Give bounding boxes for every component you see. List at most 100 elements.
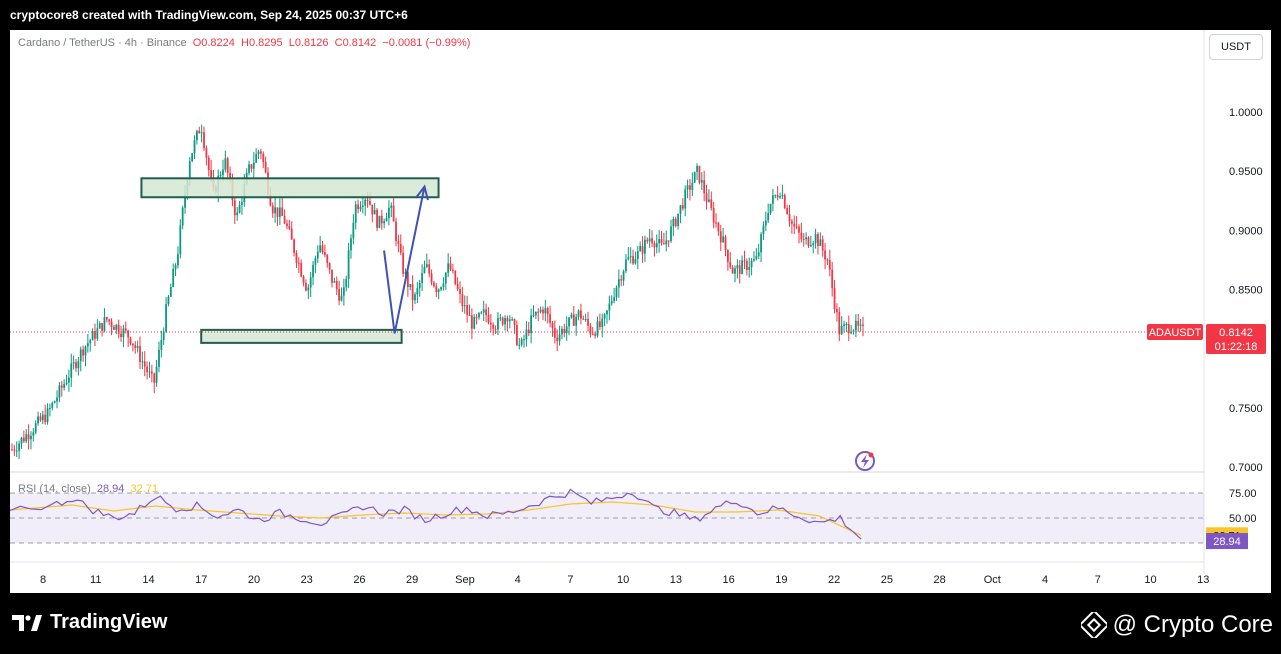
ohlc-low: L0.8126	[288, 37, 329, 49]
candle-body	[361, 205, 364, 207]
candle-body	[108, 319, 111, 322]
candle-body	[660, 239, 663, 244]
candle-body	[760, 234, 762, 253]
candle-body	[236, 212, 239, 216]
candle-body	[51, 402, 54, 408]
candle-body	[456, 284, 459, 290]
candle-body	[475, 316, 478, 318]
candle-body	[409, 284, 412, 287]
candle-body	[131, 343, 134, 346]
candle-body	[703, 180, 706, 194]
candle-body	[136, 346, 139, 348]
candle-body	[184, 194, 186, 208]
candle-body	[364, 199, 367, 206]
tradingview-logo[interactable]: TradingView	[12, 611, 167, 634]
candle-body	[20, 437, 23, 444]
candle-body	[342, 287, 345, 296]
candle-body	[572, 314, 575, 326]
candle-body	[205, 147, 208, 158]
candle-body	[248, 164, 250, 173]
candle-body	[542, 309, 544, 314]
candle-body	[155, 366, 158, 383]
candle-body	[316, 251, 319, 259]
candle-body	[366, 199, 369, 202]
candle-body	[354, 204, 357, 223]
candle-body	[139, 346, 141, 363]
candle-body	[696, 165, 698, 172]
candle-body	[27, 434, 30, 440]
price-chart[interactable]: 1.00000.95000.90000.85000.80000.75000.70…	[10, 30, 1271, 593]
candle-body	[492, 324, 495, 329]
symbol-name: Cardano / TetherUS · 4h · Binance	[18, 37, 187, 49]
candle-body	[807, 237, 810, 246]
candle-body	[655, 243, 658, 248]
ohlc-change: −0.0081 (−0.99%)	[382, 37, 471, 49]
rsi-tick-label: 75.00	[1229, 488, 1257, 500]
candle-body	[371, 204, 374, 215]
candle-body	[56, 397, 58, 402]
candle-body	[684, 189, 687, 209]
candle-body	[712, 208, 715, 223]
projection-arrowhead	[415, 184, 429, 201]
candle-body	[836, 309, 838, 313]
event-dot-icon	[868, 452, 874, 458]
candle-body	[561, 328, 563, 335]
chart-header: cryptocore8 created with TradingView.com…	[10, 8, 408, 22]
time-tick-label: 25	[881, 574, 893, 586]
candle-body	[179, 225, 182, 255]
candle-body	[651, 238, 653, 244]
candle-body	[252, 162, 255, 169]
candle-body	[790, 221, 793, 224]
candle-body	[608, 303, 611, 311]
candle-body	[544, 308, 547, 314]
candle-body	[667, 240, 670, 242]
candle-body	[698, 165, 701, 183]
chart-panel[interactable]: 1.00000.95000.90000.85000.80000.75000.70…	[10, 30, 1271, 593]
candle-body	[250, 164, 253, 169]
time-tick-label: 28	[933, 574, 945, 586]
symbol-legend: Cardano / TetherUS · 4h · Binance O0.822…	[18, 37, 470, 49]
rsi-legend: RSI (14, close) 28.94 32.71	[18, 483, 158, 495]
candle-body	[748, 267, 751, 270]
candle-body	[470, 315, 473, 329]
candle-body	[89, 340, 92, 344]
rsi-ma-value: 32.71	[130, 483, 159, 495]
candle-body	[198, 130, 201, 134]
candle-body	[79, 349, 82, 362]
candle-body	[369, 201, 371, 205]
candle-body	[44, 414, 47, 423]
candle-body	[122, 328, 125, 338]
candle-body	[520, 339, 523, 345]
candle-body	[452, 269, 454, 271]
candle-body	[181, 207, 184, 226]
candle-body	[809, 245, 812, 247]
candle-body	[440, 287, 442, 290]
candle-body	[700, 180, 703, 183]
candle-body	[49, 407, 51, 409]
candle-body	[406, 272, 409, 287]
candle-body	[741, 260, 744, 275]
candle-body	[736, 265, 739, 269]
candle-body	[67, 377, 70, 383]
candle-body	[124, 328, 127, 331]
candle-body	[729, 262, 732, 268]
candle-body	[402, 252, 405, 274]
support-zone	[200, 328, 403, 344]
candle-body	[146, 366, 149, 373]
candle-body	[195, 130, 198, 141]
candle-body	[821, 239, 824, 251]
candle-body	[143, 361, 146, 367]
candle-body	[537, 311, 540, 313]
candle-body	[335, 281, 338, 290]
candle-body	[300, 263, 303, 277]
candle-body	[487, 315, 490, 323]
ohlc-high: H0.8295	[241, 37, 283, 49]
candle-body	[833, 288, 836, 310]
candle-body	[625, 259, 627, 272]
candle-body	[814, 234, 817, 244]
currency-button[interactable]: USDT	[1209, 34, 1263, 60]
rsi-ma-line	[10, 501, 862, 536]
candle-body	[25, 434, 28, 442]
price-badge-countdown: 01:22:18	[1215, 341, 1258, 353]
candle-body	[167, 296, 170, 305]
